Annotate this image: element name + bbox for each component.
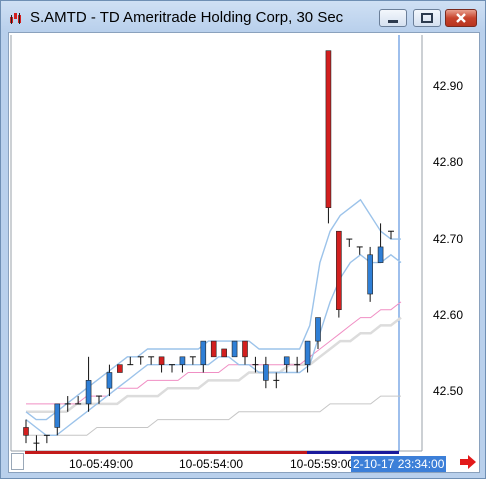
candle (356, 246, 363, 255)
candle-body (325, 50, 332, 208)
maximize-button[interactable] (413, 9, 441, 27)
candle-body (263, 364, 269, 381)
close-button[interactable] (445, 9, 477, 27)
time-label: 10-05:54:00 (179, 457, 244, 471)
candle (231, 340, 238, 358)
candle (64, 396, 71, 412)
price-tick-label: 42.80 (433, 155, 464, 169)
candle (23, 419, 29, 444)
candle (158, 356, 165, 373)
candle-body (283, 356, 290, 365)
candle (169, 364, 175, 373)
price-tick-label: 42.60 (433, 308, 464, 322)
candle-body (336, 230, 342, 311)
candle-body (210, 340, 217, 358)
candle (242, 340, 248, 365)
candle (200, 340, 207, 373)
candle (315, 317, 321, 349)
candle (127, 356, 134, 366)
candle-body (179, 356, 186, 365)
candle-body (315, 317, 321, 342)
candle (325, 50, 332, 224)
candle (75, 396, 82, 405)
candle-body (158, 356, 165, 365)
candle (189, 356, 196, 365)
candle-body (377, 246, 384, 263)
chart-app-icon (10, 13, 21, 24)
candle (33, 435, 40, 451)
candle (304, 340, 311, 373)
candle (96, 395, 102, 404)
candle (117, 364, 123, 373)
candle (221, 348, 227, 358)
candle (283, 356, 290, 373)
time-label: 10-05:49:00 (69, 457, 134, 471)
candle (336, 230, 342, 318)
candle (85, 356, 92, 412)
candle (263, 356, 269, 389)
candle-body (200, 340, 207, 365)
candle-body (231, 340, 238, 358)
price-tick-label: 42.50 (433, 384, 464, 398)
candle-body (117, 364, 123, 373)
candle-body (367, 254, 373, 295)
candle (252, 356, 259, 373)
scroll-box[interactable] (11, 453, 24, 470)
candle-body (85, 380, 92, 405)
candle-body (242, 340, 248, 358)
candle (377, 223, 384, 263)
arrow-right-icon[interactable] (459, 454, 477, 470)
cursor-time-label: 2-10-17 23:34:00 (351, 456, 447, 472)
candle (388, 230, 394, 240)
candle (210, 340, 217, 358)
maximize-icon (421, 13, 433, 23)
candle-body (54, 403, 61, 428)
candle (367, 246, 373, 302)
price-tick-label: 42.70 (433, 232, 464, 246)
candle-body (304, 340, 311, 365)
candle (179, 356, 186, 373)
overlay-band-upper (25, 198, 401, 421)
close-icon (456, 13, 466, 23)
candle-body (23, 427, 29, 436)
candle (106, 364, 113, 397)
time-label: 10-05:59:00 (290, 457, 355, 471)
overlay-ma-gray-light (26, 316, 402, 414)
candle (54, 403, 61, 436)
overlay-ma-gray (26, 395, 401, 436)
minimize-icon (388, 20, 398, 23)
title-bar[interactable]: S.AMTD - TD Ameritrade Holding Corp, 30 … (1, 1, 487, 33)
window-title: S.AMTD - TD Ameritrade Holding Corp, 30 … (30, 9, 344, 26)
candle (137, 356, 144, 365)
candle (43, 434, 50, 444)
time-strip-red (25, 451, 307, 454)
candle (273, 372, 280, 389)
chart-area[interactable]: 42.90 42.80 42.70 42.60 42.50 10-05:49:0… (8, 32, 480, 473)
candle (346, 238, 353, 247)
minimize-button[interactable] (379, 9, 407, 27)
candle-body (221, 348, 227, 358)
price-tick-label: 42.90 (433, 79, 464, 93)
price-chart[interactable] (9, 33, 479, 472)
candle (294, 356, 301, 373)
time-strip-blue (307, 451, 399, 454)
candle (148, 356, 155, 365)
candle-body (106, 372, 113, 389)
